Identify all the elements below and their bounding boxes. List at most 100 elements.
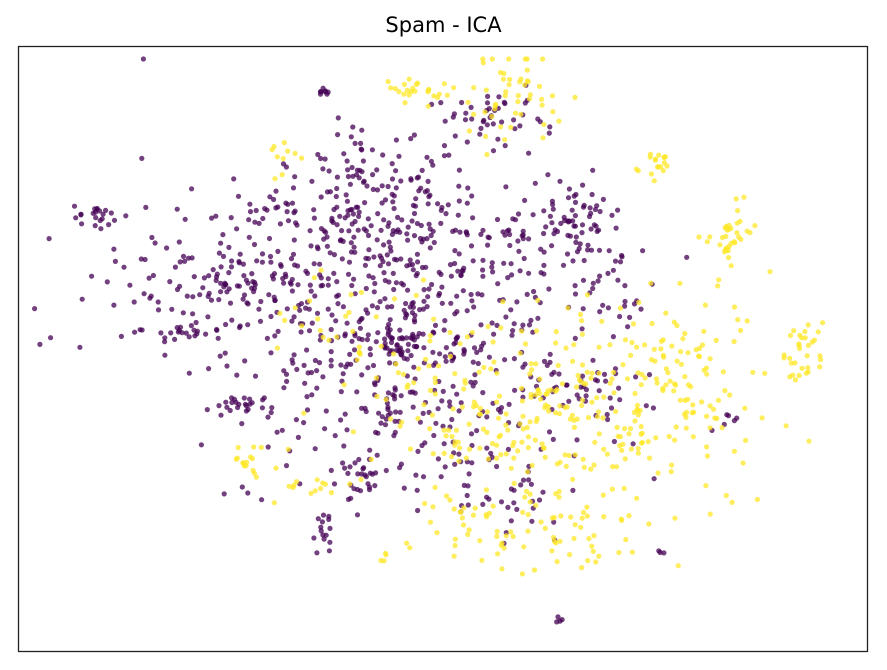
point-class-1: [501, 545, 507, 551]
point-class-0: [481, 117, 487, 123]
point-class-0: [587, 205, 593, 211]
point-class-1: [429, 412, 435, 418]
point-class-0: [608, 405, 615, 411]
point-class-1: [471, 85, 477, 91]
point-class-0: [420, 410, 426, 416]
point-class-1: [731, 448, 738, 454]
point-class-1: [669, 462, 675, 468]
point-class-0: [350, 211, 356, 217]
point-class-0: [474, 428, 480, 434]
point-class-1: [735, 317, 741, 323]
point-class-1: [538, 396, 544, 402]
point-class-0: [308, 288, 314, 294]
point-class-0: [269, 405, 275, 411]
point-class-1: [482, 109, 488, 115]
point-class-1: [652, 358, 658, 364]
point-class-0: [317, 272, 323, 278]
point-class-0: [307, 228, 313, 234]
point-class-1: [539, 441, 545, 447]
point-class-0: [372, 483, 378, 489]
point-class-1: [524, 469, 531, 475]
point-class-1: [629, 339, 635, 346]
point-class-0: [111, 217, 118, 223]
point-class-0: [441, 441, 447, 447]
point-class-0: [421, 298, 427, 304]
point-class-0: [142, 256, 148, 263]
point-class-1: [726, 255, 732, 261]
point-class-1: [415, 415, 421, 422]
point-class-0: [352, 140, 358, 146]
point-class-0: [550, 201, 556, 208]
point-class-0: [516, 248, 522, 254]
point-class-0: [397, 327, 403, 333]
point-class-0: [218, 264, 224, 270]
point-class-1: [804, 353, 810, 359]
point-class-0: [446, 152, 452, 158]
point-class-0: [349, 338, 355, 344]
point-class-1: [556, 118, 562, 124]
point-class-1: [350, 429, 356, 435]
point-class-0: [502, 357, 508, 363]
point-class-1: [762, 370, 768, 376]
point-class-1: [498, 452, 504, 458]
point-class-0: [289, 288, 295, 294]
point-class-0: [281, 280, 287, 286]
point-class-0: [550, 436, 556, 442]
point-class-0: [374, 187, 381, 193]
point-class-0: [438, 100, 444, 106]
point-class-1: [693, 347, 699, 353]
point-class-1: [286, 483, 292, 489]
point-class-0: [339, 228, 345, 234]
point-class-1: [408, 88, 414, 95]
point-class-0: [508, 307, 514, 313]
point-class-1: [677, 397, 683, 403]
point-class-0: [588, 226, 594, 232]
point-class-0: [485, 93, 491, 99]
point-class-0: [328, 467, 334, 473]
point-class-1: [404, 87, 410, 93]
point-class-0: [375, 330, 381, 336]
point-class-0: [448, 273, 454, 279]
point-class-0: [427, 245, 433, 251]
point-class-1: [484, 151, 490, 158]
point-class-1: [392, 86, 398, 92]
point-class-0: [616, 385, 622, 391]
point-class-0: [106, 222, 112, 228]
point-class-1: [483, 87, 489, 93]
point-class-1: [472, 505, 478, 511]
point-class-1: [557, 403, 563, 409]
point-class-1: [601, 446, 607, 452]
point-class-1: [527, 499, 533, 505]
point-class-1: [280, 156, 286, 162]
point-class-0: [138, 256, 144, 262]
point-class-0: [419, 239, 425, 245]
point-class-1: [744, 228, 750, 234]
point-class-1: [385, 79, 391, 85]
point-class-0: [456, 251, 462, 257]
point-class-0: [291, 237, 297, 243]
point-class-0: [401, 307, 407, 313]
point-class-0: [364, 337, 370, 343]
point-class-1: [299, 155, 305, 161]
point-class-1: [427, 338, 433, 344]
point-class-1: [334, 334, 340, 340]
point-class-0: [546, 130, 552, 136]
point-class-1: [805, 342, 812, 348]
point-class-0: [387, 317, 393, 323]
point-class-0: [427, 226, 433, 232]
point-class-0: [302, 380, 308, 386]
point-class-0: [454, 335, 460, 341]
point-class-1: [668, 469, 674, 475]
point-class-0: [536, 497, 543, 503]
point-class-0: [285, 218, 292, 224]
point-class-1: [476, 369, 482, 375]
point-class-1: [622, 337, 629, 343]
point-class-0: [463, 110, 469, 116]
point-class-0: [414, 220, 420, 227]
point-class-0: [520, 322, 526, 328]
point-class-0: [650, 405, 657, 411]
point-class-0: [221, 491, 227, 497]
point-class-0: [227, 300, 234, 306]
point-class-0: [519, 233, 525, 239]
point-class-0: [342, 333, 348, 339]
